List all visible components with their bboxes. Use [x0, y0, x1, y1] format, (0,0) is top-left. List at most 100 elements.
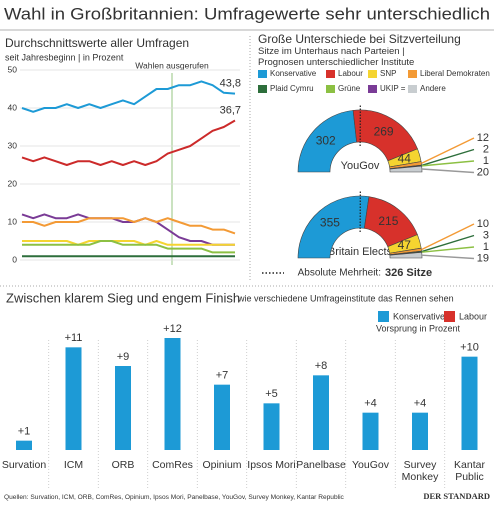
seat-label: 302: [316, 134, 336, 148]
bar: [164, 338, 181, 450]
bar: [214, 384, 230, 450]
y-tick-label: 30: [8, 140, 18, 150]
bar: [362, 412, 379, 450]
seat-label: 1: [483, 241, 489, 253]
bar-subtitle: wie verschiedene Umfrageinstitute das Re…: [237, 293, 454, 303]
seat-connector: [421, 223, 475, 251]
bar: [16, 440, 32, 450]
x-tick-label: Kantar Public: [454, 459, 485, 483]
series-line: [22, 240, 235, 254]
seat-label: 47: [398, 238, 412, 252]
legend-swatch: [408, 85, 417, 93]
title: Wahl in Großbritannien: Umfragewerte seh…: [4, 5, 490, 23]
seat-segment: [389, 251, 423, 259]
legend-label: Labour: [459, 311, 487, 321]
seat-label: 44: [398, 152, 412, 166]
poll-name: Britain Elects: [328, 246, 393, 258]
data-label: +8: [315, 360, 328, 372]
bar: [263, 403, 280, 450]
x-tick-label: ORB: [111, 459, 135, 471]
series-line: [22, 217, 236, 235]
series-line: [22, 240, 235, 246]
line-subtitle: seit Jahresbeginn | in Prozent: [5, 52, 124, 62]
bar: [461, 356, 478, 450]
series-line: [21, 213, 235, 246]
legend-label: Labour: [338, 69, 363, 78]
legend-label: UKIP = 0: [380, 84, 413, 93]
data-label: +1: [18, 426, 31, 438]
seat-label: 3: [483, 229, 489, 241]
data-label: +9: [117, 351, 130, 363]
data-label: +12: [163, 323, 182, 335]
bar: [313, 375, 329, 450]
data-label: +10: [460, 342, 479, 354]
x-tick-label: YouGov: [352, 459, 389, 471]
legend-swatch: [444, 311, 455, 322]
legend-label: Liberal Demokraten: [420, 69, 490, 78]
data-label: +11: [65, 332, 83, 344]
seats-subtitle: Sitze im Unterhaus nach Parteien | Progn…: [258, 46, 415, 68]
legend-label: Grüne: [338, 84, 361, 93]
x-tick-label: Opinium: [202, 459, 242, 471]
majority-text: Absolute Mehrheit:: [298, 268, 381, 279]
seat-segment: [297, 195, 370, 259]
data-label: 43,8: [220, 77, 241, 89]
seat-label: 1: [483, 155, 489, 167]
seat-segment: [389, 165, 423, 173]
seat-label: 12: [477, 132, 489, 144]
poll-name: YouGov: [341, 160, 380, 172]
x-tick-label: Panelbase: [296, 459, 346, 471]
bar: [115, 366, 131, 450]
x-tick-label: ComRes: [152, 459, 193, 471]
x-tick-label: Ipsos Mori: [247, 459, 296, 471]
majority-label: 326 Sitze: [385, 267, 432, 279]
legend-label: Plaid Cymru: [270, 84, 314, 93]
seat-connector: [421, 246, 475, 253]
seat-label: 269: [374, 125, 394, 139]
seat-label: 20: [477, 166, 489, 178]
legend-label: Konservative: [270, 69, 317, 78]
legend-swatch: [326, 85, 335, 93]
legend-swatch: [378, 311, 389, 322]
legend-swatch: [368, 85, 377, 93]
x-tick-label: ICM: [63, 459, 84, 471]
data-label: +7: [216, 370, 229, 382]
y-tick-label: 10: [8, 216, 18, 226]
data-label: 36,7: [220, 104, 241, 116]
bar-title: Zwischen klarem Sieg und engem Finish: [6, 290, 240, 305]
bar-y-label: Vorsprung in Prozent: [376, 323, 461, 333]
seat-connector: [421, 168, 475, 174]
seat-connector: [421, 254, 475, 260]
seat-connector: [421, 148, 475, 167]
legend-swatch: [258, 85, 267, 93]
legend-swatch: [368, 70, 377, 78]
seat-connector: [421, 234, 475, 253]
seat-label: 355: [320, 215, 340, 229]
legend-swatch: [408, 70, 417, 78]
seat-label: 10: [477, 218, 489, 230]
data-label: +4: [414, 398, 427, 410]
legend-label: Konservative: [393, 311, 445, 321]
y-tick-label: 20: [8, 178, 18, 188]
series-line: [21, 119, 236, 166]
source: Quellen: Survation, ICM, ORB, ComRes, Op…: [4, 494, 345, 501]
legend-swatch: [326, 70, 335, 78]
seat-connector: [421, 137, 475, 164]
seat-label: 215: [378, 214, 398, 228]
seat-connector: [421, 160, 475, 167]
bar: [412, 412, 428, 450]
y-tick-label: 0: [12, 254, 17, 264]
seat-label: 19: [477, 252, 489, 264]
seat-label: 2: [483, 143, 489, 155]
data-label: +4: [364, 398, 377, 410]
legend-swatch: [258, 70, 267, 78]
bar: [65, 347, 82, 450]
data-label: +5: [265, 388, 278, 400]
seats-title: Große Unterschiede bei Sitzverteilung: [258, 32, 461, 46]
y-tick-label: 40: [8, 102, 18, 112]
series-line: [21, 80, 236, 113]
y-tick-label: 50: [8, 64, 18, 74]
annotation: Wahlen ausgerufen: [135, 60, 209, 70]
